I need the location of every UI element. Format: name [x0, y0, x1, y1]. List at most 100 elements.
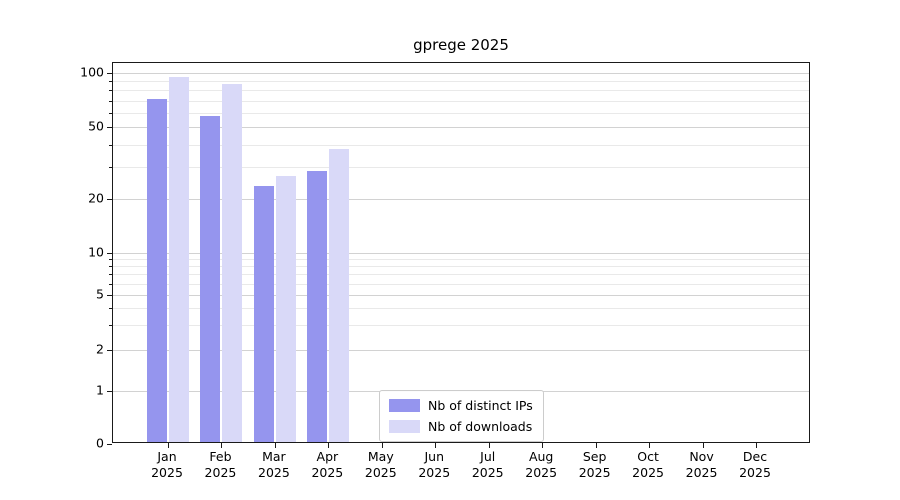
y-tick-label: 2 [96, 341, 104, 357]
x-tick-label: Mar 2025 [242, 449, 306, 481]
x-tick-label: May 2025 [349, 449, 413, 481]
x-tick-label: Sep 2025 [563, 449, 627, 481]
y-minor-tick [109, 112, 112, 114]
y-major-tick [107, 444, 112, 445]
y-minor-tick [109, 90, 112, 92]
gridline-minor [113, 325, 809, 327]
legend-swatch [389, 399, 420, 412]
x-tick [168, 443, 169, 448]
bar-distinct-ips [307, 170, 328, 442]
gridline-major [113, 253, 809, 255]
y-minor-tick [109, 266, 112, 268]
x-tick-month: Nov [689, 449, 714, 464]
y-major-tick [107, 349, 112, 351]
gridline-minor [113, 167, 809, 169]
y-minor-tick [109, 325, 112, 327]
x-tick-year: 2025 [258, 465, 290, 480]
x-tick [542, 443, 544, 448]
x-tick-month: Sep [582, 449, 607, 464]
gridline-minor [113, 90, 809, 92]
legend-swatch [389, 420, 420, 433]
x-tick [702, 443, 704, 448]
y-major-tick [107, 294, 112, 296]
gridline-minor [113, 308, 809, 309]
x-tick-month: Aug [528, 449, 554, 464]
x-tick-label: Apr 2025 [295, 449, 359, 481]
y-minor-tick [109, 100, 112, 102]
legend-entry: Nb of downloads [389, 419, 533, 434]
gridline-minor [113, 259, 809, 261]
y-major-tick [107, 253, 112, 255]
plot-area: Nb of distinct IPs Nb of downloads [107, 62, 810, 448]
gridline-major [113, 127, 809, 129]
bar-distinct-ips [253, 185, 274, 442]
x-tick [435, 443, 437, 448]
gridline-minor [113, 144, 809, 146]
x-tick-month: Dec [742, 449, 768, 464]
x-tick-label: Feb 2025 [188, 449, 252, 481]
gridline-minor [113, 274, 809, 276]
x-tick-month: Feb [209, 449, 232, 464]
x-tick-month: Oct [637, 449, 659, 464]
x-tick [274, 443, 276, 448]
x-tick [649, 443, 651, 448]
y-tick-label: 5 [96, 286, 104, 302]
bar-distinct-ips [200, 116, 221, 442]
y-tick-label: 50 [88, 118, 104, 134]
y-minor-tick [109, 274, 112, 276]
y-major-tick [107, 72, 112, 74]
gridline-minor [113, 266, 809, 268]
x-tick-month: Jan [157, 449, 177, 464]
bar-downloads [329, 148, 350, 442]
gridline-major [113, 294, 809, 296]
x-tick-label: Aug 2025 [509, 449, 573, 481]
x-tick-month: Mar [262, 449, 286, 464]
x-tick-label: Jan 2025 [135, 449, 199, 481]
x-tick-year: 2025 [204, 465, 237, 480]
y-tick-label: 20 [88, 190, 104, 206]
legend-label: Nb of distinct IPs [428, 398, 533, 413]
gridline-major [113, 72, 809, 74]
x-tick-year: 2025 [418, 465, 451, 480]
y-tick-label: 10 [88, 244, 104, 260]
gridline-minor [113, 112, 809, 114]
x-tick [595, 443, 597, 448]
x-tick-label: Nov 2025 [670, 449, 734, 481]
y-minor-tick [109, 259, 112, 261]
y-major-tick [107, 391, 112, 393]
x-tick-year: 2025 [685, 465, 718, 480]
gridline-minor [113, 81, 809, 83]
gridline-major [113, 349, 809, 351]
y-minor-tick [109, 308, 112, 309]
legend: Nb of distinct IPs Nb of downloads [379, 390, 544, 442]
y-major-tick [107, 127, 112, 129]
gridline-minor [113, 283, 809, 285]
x-tick [381, 443, 383, 448]
x-tick-year: 2025 [739, 465, 771, 480]
gridline-minor [113, 100, 809, 102]
y-major-tick [107, 198, 112, 200]
x-tick [756, 443, 757, 448]
x-tick-year: 2025 [525, 465, 558, 480]
x-tick [488, 443, 490, 448]
x-tick [221, 443, 223, 448]
y-minor-tick [109, 144, 112, 146]
chart-title: gprege 2025 [413, 36, 509, 54]
x-tick-year: 2025 [578, 465, 611, 480]
x-tick-year: 2025 [471, 465, 504, 480]
x-tick-month: Jun [424, 449, 445, 464]
y-tick-label: 0 [96, 435, 104, 451]
y-tick-label: 100 [80, 64, 104, 80]
x-tick-year: 2025 [151, 465, 183, 480]
gridline-major [113, 198, 809, 200]
x-tick-label: Jun 2025 [402, 449, 466, 481]
x-tick-label: Oct 2025 [616, 449, 680, 481]
x-tick-year: 2025 [364, 465, 397, 480]
bar-downloads [222, 83, 243, 442]
x-tick-label: Jul 2025 [456, 449, 520, 481]
y-tick-label: 1 [96, 382, 104, 398]
legend-entry: Nb of distinct IPs [389, 398, 533, 413]
y-minor-tick [109, 167, 112, 169]
legend-label: Nb of downloads [428, 419, 533, 434]
